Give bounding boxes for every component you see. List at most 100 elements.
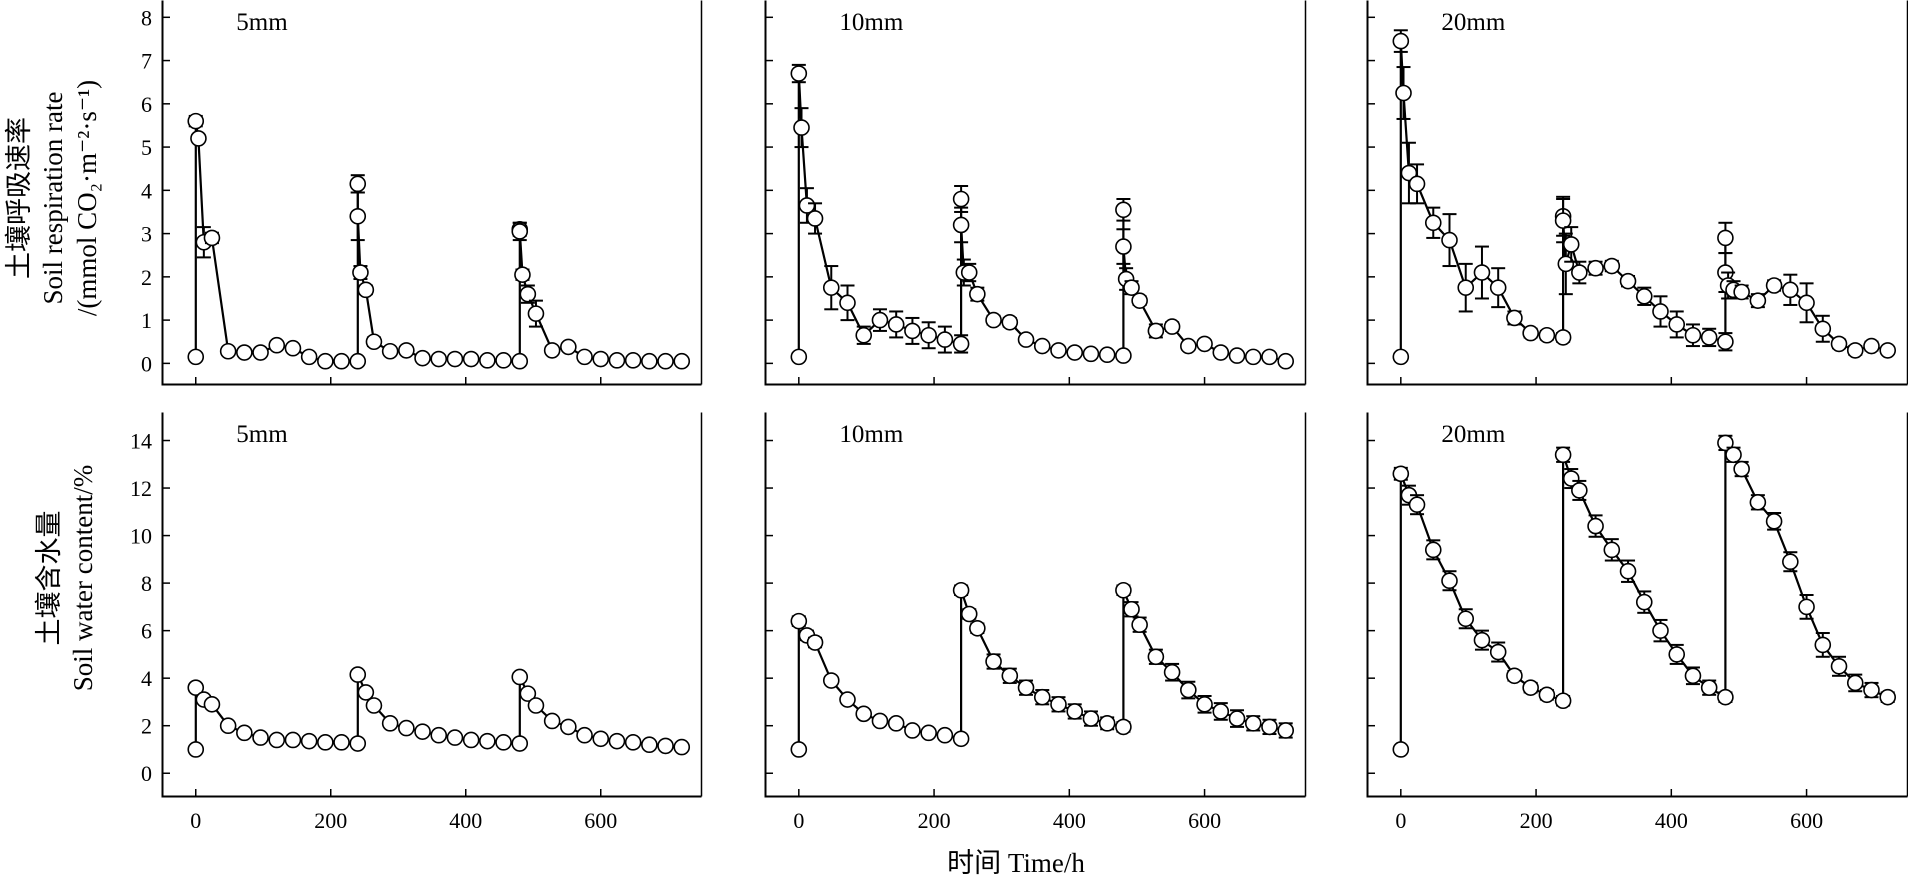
- data-point: [1879, 342, 1897, 359]
- data-point: [1635, 593, 1653, 611]
- panel-respiration-1: 10mm: [764, 0, 1307, 386]
- y-tick-label: 0: [141, 761, 152, 786]
- data-point: [1733, 460, 1750, 478]
- data-point: [187, 348, 205, 366]
- data-point: [527, 305, 545, 322]
- data-point: [985, 311, 1002, 329]
- y-tick-label: 14: [130, 429, 152, 454]
- data-point: [1261, 718, 1278, 736]
- data-point: [936, 331, 954, 348]
- data-point: [1033, 337, 1051, 355]
- data-point: [1244, 715, 1262, 732]
- data-point: [1489, 643, 1507, 661]
- data-point: [511, 223, 529, 240]
- panel-title: 10mm: [839, 9, 903, 36]
- data-point: [357, 281, 375, 299]
- data-point: [1749, 292, 1767, 309]
- data-point: [1180, 681, 1197, 699]
- data-point: [1082, 710, 1100, 727]
- data-point: [236, 344, 253, 361]
- data-point: [806, 210, 824, 227]
- series-line: [1399, 39, 1888, 357]
- data-point: [790, 65, 808, 82]
- data-point: [1571, 264, 1588, 281]
- data-point: [1066, 703, 1084, 720]
- data-point: [543, 342, 561, 359]
- data-point: [871, 311, 889, 329]
- data-point: [1863, 337, 1880, 355]
- data-point: [1830, 335, 1848, 353]
- x-tick-label: 200: [1520, 808, 1553, 833]
- data-point: [1830, 657, 1848, 675]
- data-point: [398, 342, 415, 359]
- data-point: [495, 352, 512, 369]
- data-point: [1652, 622, 1669, 639]
- data-point: [790, 348, 808, 366]
- data-point: [268, 731, 286, 749]
- data-point: [1408, 175, 1426, 193]
- data-point: [1554, 446, 1572, 464]
- data-point: [1506, 309, 1523, 327]
- data-point: [219, 717, 237, 735]
- data-point: [1684, 667, 1702, 685]
- data-point: [1017, 679, 1035, 696]
- data-point: [1277, 722, 1295, 739]
- data-point: [1846, 342, 1864, 359]
- panel-title: 5mm: [236, 421, 288, 448]
- axis-frame: [1366, 0, 1908, 386]
- data-point: [1228, 710, 1246, 727]
- data-point: [1749, 494, 1767, 511]
- y-axis-title-respiration-zh: 土壤呼吸速率: [4, 117, 34, 279]
- data-point: [806, 634, 824, 651]
- data-point: [887, 316, 905, 333]
- y-tick-label: 2: [141, 265, 152, 290]
- data-point: [1115, 238, 1132, 255]
- data-point: [357, 684, 375, 701]
- y-axis-title-respiration-unit: /(mmol CO₂·m⁻²·s⁻¹): [72, 80, 102, 316]
- data-point: [1098, 715, 1116, 732]
- data-point: [560, 338, 577, 356]
- panel-water-0: 0 2 4 6 8 10 12 14 0 200 400 600 5mm: [130, 412, 703, 833]
- data-point: [462, 350, 480, 368]
- data-point: [1392, 348, 1410, 366]
- data-point: [349, 207, 367, 225]
- data-point: [1395, 84, 1412, 102]
- data-point: [1441, 572, 1458, 590]
- data-point: [352, 264, 369, 281]
- data-point: [1798, 598, 1815, 616]
- data-point: [1163, 663, 1181, 681]
- data-point: [349, 352, 367, 370]
- data-point: [673, 352, 691, 370]
- data-point: [1863, 681, 1880, 699]
- data-point: [641, 352, 658, 370]
- data-point: [887, 715, 905, 732]
- data-point: [624, 352, 642, 369]
- data-point: [1050, 342, 1067, 359]
- data-point: [592, 730, 610, 748]
- data-point: [1782, 281, 1799, 299]
- x-tick-label: 600: [1188, 808, 1221, 833]
- y-tick-label: 2: [141, 714, 152, 739]
- data-point: [592, 350, 610, 368]
- data-point: [936, 726, 954, 744]
- y-tick-label: 4: [141, 178, 152, 203]
- axis-frame: [161, 0, 702, 386]
- data-point: [187, 112, 205, 130]
- data-point: [365, 697, 383, 714]
- data-point: [1765, 277, 1783, 294]
- data-point: [1668, 646, 1686, 663]
- data-point: [793, 119, 810, 136]
- data-point: [1765, 513, 1783, 530]
- data-point: [1538, 686, 1556, 704]
- data-point: [1700, 679, 1718, 696]
- data-point: [333, 352, 350, 370]
- data-point: [855, 326, 873, 344]
- data-point: [1392, 32, 1410, 50]
- data-point: [284, 731, 302, 749]
- data-point: [190, 130, 207, 147]
- data-point: [952, 216, 970, 234]
- data-point: [252, 729, 269, 746]
- data-point: [1001, 313, 1019, 331]
- y-tick-label: 5: [141, 135, 152, 160]
